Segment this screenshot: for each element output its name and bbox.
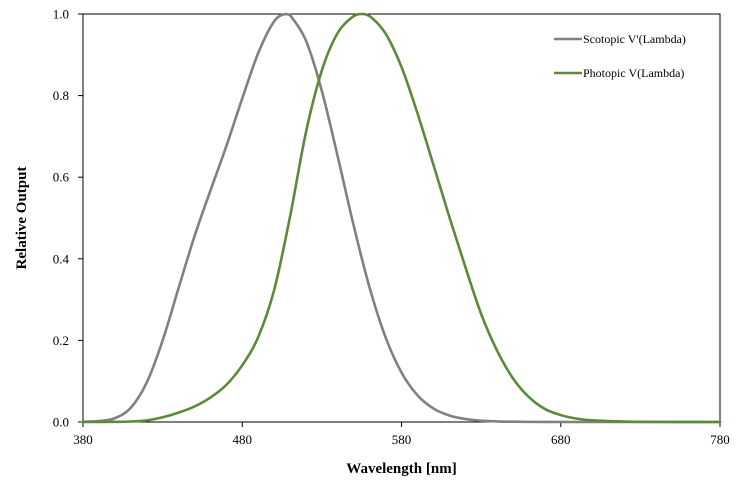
legend-label: Photopic V(Lambda) <box>583 66 684 80</box>
legend: Scotopic V'(Lambda) Photopic V(Lambda) <box>554 32 686 80</box>
legend-label: Scotopic V'(Lambda) <box>583 32 686 46</box>
axis-ticks: 380 480 580 680 780 0.0 0.2 0.4 0.6 0.8 1.0 <box>53 7 730 448</box>
y-tick-label: 0.8 <box>53 88 69 103</box>
series-lines <box>81 12 722 424</box>
y-tick-label: 0.6 <box>53 170 70 185</box>
y-tick-label: 1.0 <box>53 7 69 22</box>
series-line-scotopic <box>81 12 722 424</box>
series-line-photopic <box>81 12 722 424</box>
x-tick-label: 780 <box>710 432 730 447</box>
y-axis-title: Relative Output <box>14 167 30 270</box>
y-tick-label: 0.2 <box>53 333 69 348</box>
x-tick-label: 680 <box>551 432 571 447</box>
y-tick-label: 0.0 <box>53 415 69 430</box>
x-tick-label: 580 <box>392 432 412 447</box>
y-tick-label: 0.4 <box>53 251 70 266</box>
x-tick-label: 480 <box>233 432 253 447</box>
x-axis-title: Wavelength [nm] <box>346 461 456 477</box>
x-tick-label: 380 <box>73 432 93 447</box>
